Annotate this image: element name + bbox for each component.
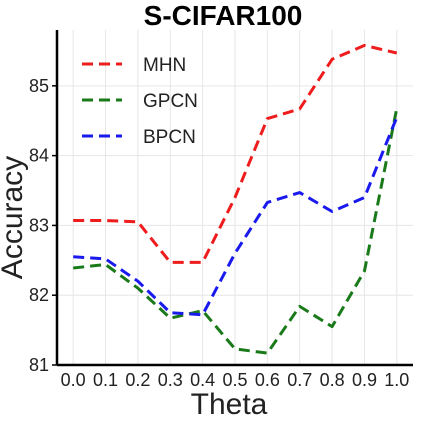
y-tick-label: 82 (29, 285, 49, 305)
legend: MHN GPCN BPCN (82, 55, 198, 148)
y-tick-label: 85 (29, 76, 49, 96)
y-tick-label: 84 (29, 146, 49, 166)
x-tick-label: 0.2 (125, 370, 150, 390)
legend-label-bpcn: BPCN (143, 127, 196, 148)
x-tick-label: 0.3 (158, 370, 183, 390)
x-tick-label: 1.0 (384, 370, 409, 390)
x-tick-label: 0.7 (287, 370, 312, 390)
y-tick-label: 81 (29, 355, 49, 375)
series-line-gpcn (73, 107, 399, 355)
x-tick-label: 0.8 (320, 370, 345, 390)
x-tick-label: 0.9 (352, 370, 377, 390)
series-line-mhn (73, 43, 398, 264)
tick-labels: 0.0 0.1 0.2 0.3 0.4 0.5 0.6 0.7 0.8 0.9 1.0 81 82 83 8… (29, 76, 409, 390)
series-line-bpcn (73, 116, 399, 317)
x-tick-label: 0.5 (222, 370, 247, 390)
x-tick-label: 0.4 (190, 370, 215, 390)
x-tick-label: 0.0 (61, 370, 86, 390)
chart-title: S-CIFAR100 (144, 0, 303, 31)
legend-label-mhn: MHN (143, 55, 186, 76)
x-tick-label: 0.6 (255, 370, 280, 390)
x-tick-label: 0.1 (93, 370, 118, 390)
x-axis-label: Theta (191, 388, 268, 421)
series-lines (73, 43, 399, 355)
y-axis-label: Accuracy (0, 156, 29, 279)
legend-label-gpcn: GPCN (143, 91, 198, 112)
y-tick-label: 83 (29, 215, 49, 235)
